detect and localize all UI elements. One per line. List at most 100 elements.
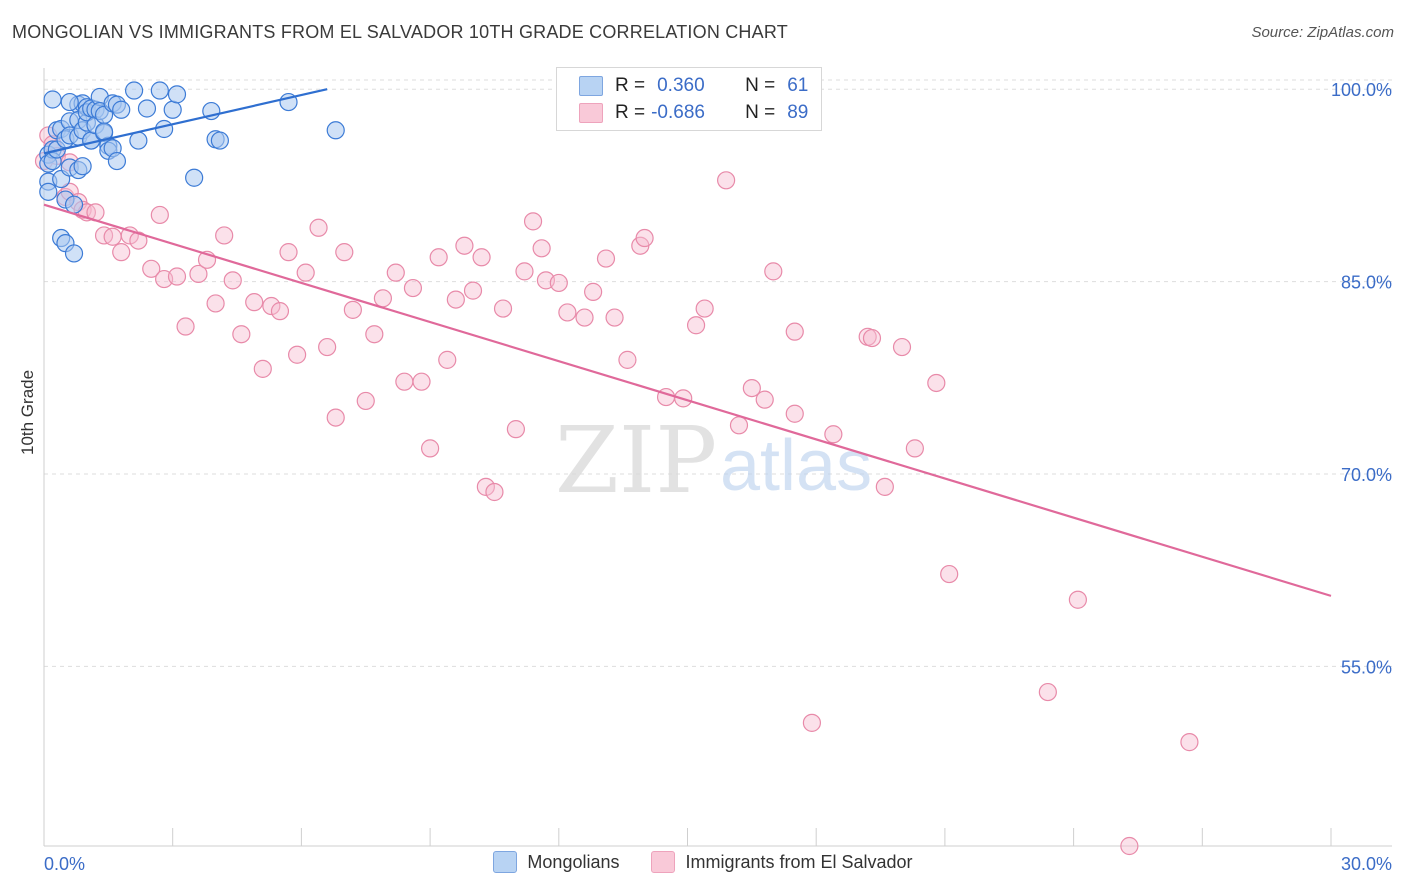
r-value: 0.360 — [657, 75, 705, 96]
trend-lines — [43, 88, 1332, 597]
data-point-el-salvador — [270, 302, 290, 321]
data-point-el-salvador — [262, 296, 281, 316]
data-point-el-salvador — [343, 300, 362, 319]
data-point-el-salvador — [558, 303, 577, 322]
data-point-el-salvador — [129, 231, 148, 250]
data-point-el-salvador — [515, 262, 534, 281]
data-point-el-salvador — [232, 325, 251, 344]
data-point-mongolian — [150, 81, 169, 100]
data-point-el-salvador — [386, 263, 405, 282]
trend-line-mongolians — [43, 88, 328, 155]
data-point-el-salvador — [296, 263, 315, 282]
data-point-el-salvador — [463, 281, 483, 300]
data-point-el-salvador — [446, 290, 465, 309]
legend-label-el-salvador: Immigrants from El Salvador — [685, 851, 913, 872]
data-point-el-salvador — [403, 278, 423, 298]
data-point-el-salvador — [112, 243, 131, 262]
data-point-el-salvador — [1120, 836, 1139, 856]
data-point-el-salvador — [412, 372, 431, 391]
data-point-el-salvador — [253, 359, 272, 378]
data-point-el-salvador — [189, 264, 208, 284]
data-point-mongolian — [167, 85, 187, 104]
legend-item-mongolians: Mongolians — [493, 851, 619, 873]
stats-row-mongolians: R = 0.360 N = 61 — [579, 73, 808, 99]
x-tick-label-max: 30.0% — [1341, 854, 1392, 874]
data-point-mongolian — [185, 168, 204, 187]
data-point-mongolian — [43, 90, 62, 109]
data-point-mongolian — [210, 131, 229, 150]
y-tick-label: 70.0% — [1341, 465, 1392, 485]
data-point-el-salvador — [472, 248, 491, 267]
blue-swatch — [579, 76, 603, 96]
gridlines — [44, 79, 1392, 667]
n-label: N = — [745, 102, 776, 123]
data-point-el-salvador — [824, 425, 843, 444]
legend-item-el-salvador: Immigrants from El Salvador — [651, 851, 913, 873]
data-point-el-salvador — [245, 293, 264, 312]
data-point-el-salvador — [605, 308, 624, 327]
data-point-el-salvador — [395, 372, 414, 391]
r-label: R = — [615, 75, 646, 96]
n-value: 89 — [787, 102, 809, 123]
data-point-el-salvador — [892, 337, 912, 357]
data-point-mongolian — [112, 100, 131, 119]
data-point-el-salvador — [142, 259, 161, 278]
data-point-el-salvador — [635, 228, 654, 248]
r-label: R = — [615, 102, 646, 123]
data-point-el-salvador — [927, 373, 946, 393]
data-point-el-salvador — [150, 205, 169, 225]
n-value: 61 — [787, 75, 809, 96]
data-point-el-salvador — [326, 408, 345, 427]
data-point-el-salvador — [729, 416, 749, 435]
watermark-zip: ZIP — [555, 407, 717, 514]
watermark-atlas: atlas — [720, 426, 872, 506]
chart-source: Source: ZipAtlas.com — [1251, 24, 1394, 41]
data-point-el-salvador — [905, 439, 924, 458]
data-point-el-salvador — [755, 390, 774, 409]
chart-title: MONGOLIAN VS IMMIGRANTS FROM EL SALVADOR… — [12, 22, 788, 42]
data-point-el-salvador — [695, 299, 714, 318]
axes — [43, 68, 1392, 847]
legend-swatch-pink — [651, 851, 676, 873]
y-tick-label: 55.0% — [1341, 657, 1392, 677]
data-point-el-salvador — [717, 171, 736, 190]
data-point-el-salvador — [223, 271, 242, 290]
stats-row-el-salvador: R = -0.686 N = 89 — [579, 100, 808, 126]
data-point-el-salvador — [686, 316, 706, 335]
data-point-el-salvador — [523, 212, 543, 231]
data-point-mongolian — [39, 182, 58, 201]
data-point-el-salvador — [429, 248, 448, 267]
data-point-el-salvador — [206, 294, 225, 313]
data-point-mongolian — [163, 100, 182, 119]
series-mongolians-points — [39, 81, 345, 263]
data-point-mongolian — [137, 99, 157, 118]
data-point-el-salvador — [618, 350, 637, 369]
trend-line-el-salvador — [43, 203, 1332, 597]
data-point-el-salvador — [421, 439, 440, 458]
data-point-el-salvador — [438, 350, 457, 369]
n-label: N = — [745, 75, 776, 96]
data-point-el-salvador — [215, 226, 234, 245]
legend-swatch-blue — [493, 851, 518, 873]
data-point-el-salvador — [365, 325, 384, 344]
data-point-el-salvador — [455, 236, 474, 255]
data-point-mongolian — [326, 121, 345, 140]
legend-label-mongolians: Mongolians — [527, 851, 620, 872]
data-point-el-salvador — [862, 328, 882, 348]
data-point-el-salvador — [875, 477, 894, 496]
data-point-el-salvador — [802, 713, 822, 732]
data-point-mongolian — [60, 92, 79, 112]
data-point-mongolian — [155, 119, 174, 139]
data-point-el-salvador — [506, 420, 526, 439]
data-point-el-salvador — [785, 404, 804, 423]
data-point-el-salvador — [493, 299, 513, 318]
stats-box: R = 0.360 N = 61 R = -0.686 N = 89 — [556, 67, 822, 131]
data-point-el-salvador — [1068, 590, 1087, 609]
data-point-el-salvador — [764, 262, 783, 281]
data-point-el-salvador — [309, 218, 328, 237]
data-point-el-salvador — [356, 391, 375, 411]
data-point-el-salvador — [785, 322, 804, 341]
data-point-el-salvador — [584, 282, 603, 301]
zipatlas-watermark: ZIP atlas — [555, 407, 872, 514]
